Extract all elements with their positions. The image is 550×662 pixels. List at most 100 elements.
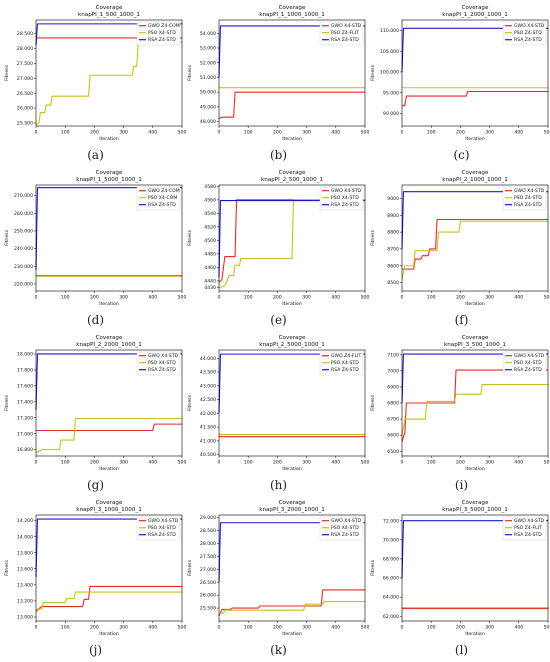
chart-title: Coverage — [96, 500, 123, 506]
legend-label: RSA Z4-STD — [331, 202, 359, 208]
y-tick-label: 43.500 — [200, 370, 216, 376]
plot-frame — [218, 514, 366, 622]
legend-label: PSO X4-STD — [331, 525, 359, 531]
x-tick-label: 0 — [218, 625, 221, 631]
x-tick-label: 100 — [61, 460, 70, 466]
chart-subtitle: knapPI_1_1000_1000_1 — [259, 12, 325, 18]
x-tick-label: 400 — [514, 295, 523, 301]
x-tick-label: 0 — [401, 460, 404, 466]
y-tick-label: 28.500 — [200, 528, 216, 534]
x-tick-label: 200 — [90, 460, 99, 466]
y-tick-label: 8700 — [387, 247, 399, 253]
x-tick-label: 300 — [119, 625, 128, 631]
legend-label: GWO X4-STD — [148, 353, 179, 359]
series-line — [35, 585, 182, 612]
legend-label: GWO X4-STD — [514, 353, 545, 359]
x-tick-label: 500 — [361, 295, 370, 301]
x-tick-label: 400 — [514, 625, 523, 631]
x-tick-label: 0 — [35, 625, 38, 631]
x-tick-label: 400 — [331, 130, 340, 136]
y-tick-label: 90.000 — [383, 111, 399, 117]
x-tick-label: 200 — [456, 625, 465, 631]
y-tick-label: 6700 — [387, 417, 399, 423]
y-tick-label: 4440 — [204, 278, 216, 284]
y-tick-label: 26.000 — [200, 593, 216, 599]
y-tick-label: 27.000 — [17, 76, 33, 82]
legend-label: RSA Z4-STD — [331, 37, 359, 43]
series-line — [35, 187, 182, 270]
legend-box — [136, 21, 181, 46]
series-line — [35, 353, 182, 410]
y-tick-label: 6800 — [387, 401, 399, 407]
y-tick-label: 26.500 — [200, 580, 216, 586]
y-tick-label: 62.000 — [383, 614, 399, 620]
y-axis-label: Fitness — [187, 229, 193, 246]
chart-panel: Coverage knapPI_2_2000_1000_1 0 100 200 300 40… — [4, 332, 187, 497]
series-line — [401, 383, 548, 436]
subfigure-caption: (a) — [87, 148, 104, 162]
chart-subtitle: knapPI_2_2000_1000_1 — [76, 342, 142, 348]
x-tick-label: 0 — [218, 295, 221, 301]
plot-frame — [35, 19, 183, 127]
plot-frame — [401, 184, 549, 292]
x-tick-label: 400 — [331, 625, 340, 631]
x-tick-label: 0 — [401, 130, 404, 136]
x-tick-label: 100 — [427, 295, 436, 301]
plot-frame — [218, 349, 366, 457]
y-tick-label: 110.000 — [380, 28, 399, 34]
legend-label: GWO X4-STD — [514, 188, 545, 194]
x-tick-label: 200 — [273, 460, 282, 466]
subfigure-caption: (i) — [454, 478, 469, 492]
x-tick-label: 300 — [485, 295, 494, 301]
y-tick-label: 8900 — [387, 213, 399, 219]
y-tick-label: 100.000 — [380, 70, 399, 76]
y-tick-label: 17.600 — [17, 383, 33, 389]
chart-title: Coverage — [279, 5, 306, 11]
y-tick-label: 240.000 — [14, 246, 33, 252]
series-line — [35, 518, 182, 577]
y-tick-label: 13.800 — [17, 550, 33, 556]
y-tick-label: 28.500 — [17, 31, 33, 37]
x-tick-label: 500 — [544, 460, 550, 466]
legend-box — [502, 21, 547, 46]
x-tick-label: 300 — [485, 130, 494, 136]
y-tick-label: 28.000 — [200, 541, 216, 547]
legend-box — [319, 186, 364, 211]
series-line — [401, 353, 548, 404]
y-tick-label: 72.000 — [383, 518, 399, 524]
x-axis-label: Iteration — [99, 301, 119, 307]
legend-label: GWO X4-STD — [514, 518, 545, 524]
chart-subtitle: knapPI_2_1000_1000_1 — [442, 177, 508, 183]
subfigure-caption: (d) — [86, 313, 105, 327]
y-tick-label: 40.500 — [200, 452, 216, 458]
y-tick-label: 29.000 — [200, 515, 216, 521]
legend-label: GWO X4-STD — [514, 23, 545, 29]
y-tick-label: 4560 — [204, 197, 216, 203]
x-tick-label: 500 — [361, 130, 370, 136]
x-axis-label: Iteration — [99, 631, 119, 637]
chart-subtitle: knapPI_3_500_1000_1 — [444, 342, 506, 348]
y-tick-label: 6600 — [387, 433, 399, 439]
y-tick-label: 14.000 — [17, 534, 33, 540]
y-axis-label: Fitness — [187, 559, 193, 576]
chart-title: Coverage — [462, 335, 489, 341]
y-tick-label: 53.000 — [200, 46, 216, 52]
x-tick-label: 200 — [456, 295, 465, 301]
x-tick-label: 0 — [401, 295, 404, 301]
y-tick-label: 230.000 — [14, 264, 33, 270]
legend-label: PSO X4-STD — [148, 525, 176, 531]
y-tick-label: 4580 — [204, 184, 216, 190]
series-line — [36, 423, 182, 432]
chart-subtitle: knapPI_1_500_1000_1 — [78, 12, 140, 18]
chart-subtitle: knapPI_1_2000_1000_1 — [442, 12, 508, 18]
y-axis-label: Fitness — [370, 64, 376, 81]
series-line — [35, 417, 182, 454]
legend-label: PSO X4-STD — [148, 30, 176, 36]
legend-box — [319, 351, 364, 376]
series-line — [35, 41, 182, 125]
x-tick-label: 0 — [35, 460, 38, 466]
chart-panel: Coverage knapPI_1_1000_1000_1 0 100 200 300 40… — [187, 2, 370, 167]
x-tick-label: 400 — [148, 625, 157, 631]
